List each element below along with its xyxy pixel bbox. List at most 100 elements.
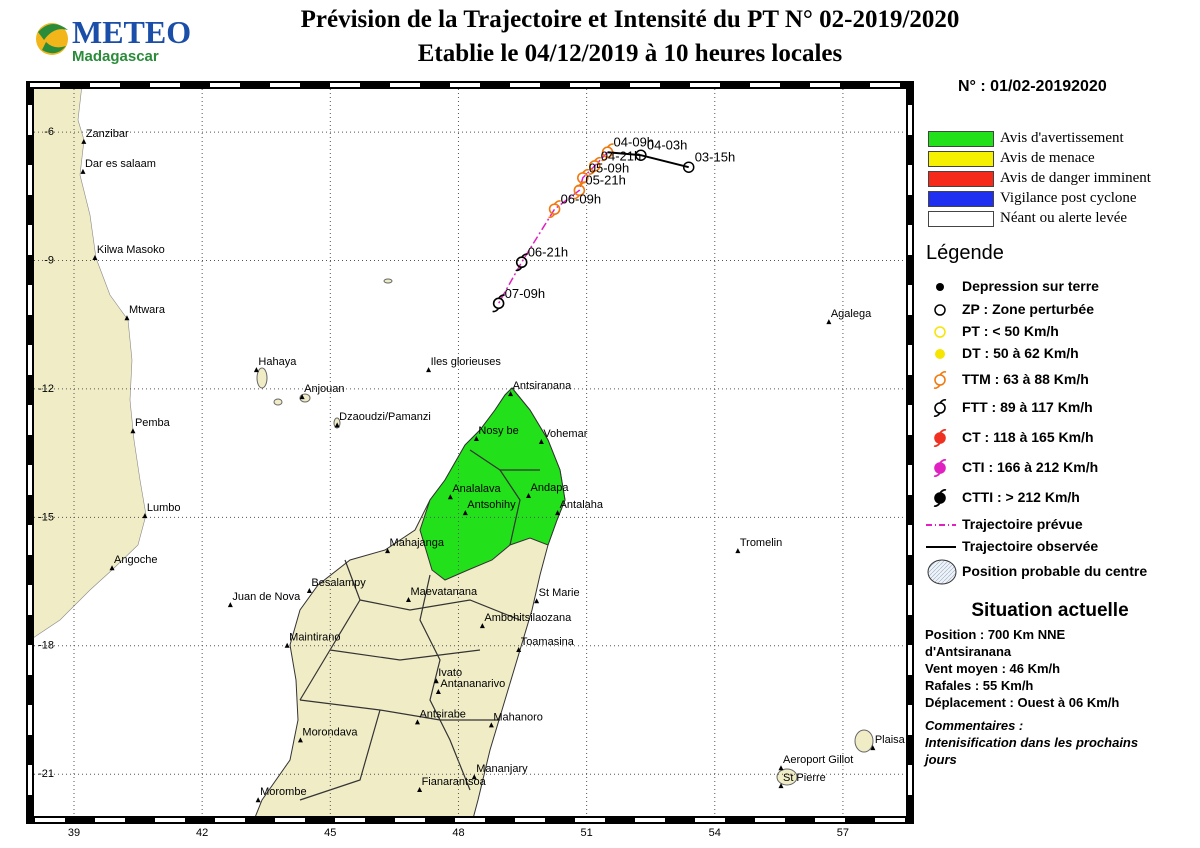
legend-label: Trajectoire prévue xyxy=(962,516,1083,532)
track-label: 05-09h xyxy=(589,160,629,175)
track-point xyxy=(588,156,601,175)
place-marker xyxy=(81,138,87,144)
place-marker xyxy=(534,598,540,604)
place-marker xyxy=(538,439,544,445)
legend-symbol xyxy=(934,326,946,338)
place-label: Pemba xyxy=(135,417,171,429)
place-marker xyxy=(92,254,98,260)
place-label: Morombe xyxy=(260,786,306,798)
situation-line: d'Antsiranana xyxy=(925,644,1012,659)
place-marker xyxy=(508,391,514,397)
warning-swatch xyxy=(928,191,994,207)
place-label: Angoche xyxy=(114,554,157,566)
y-tick-label: -9 xyxy=(44,254,54,266)
place-marker xyxy=(435,689,441,695)
legend-label: CTTI : > 212 Km/h xyxy=(962,489,1080,505)
track-point xyxy=(573,181,586,200)
place-label: Dar es salaam xyxy=(85,158,156,170)
y-tick-label: -18 xyxy=(38,640,54,652)
legend-label: ZP : Zone perturbée xyxy=(962,301,1094,317)
place-label: Morondava xyxy=(302,726,358,738)
place-label: Mahanoro xyxy=(493,711,543,723)
place-label: Antsirabe xyxy=(419,708,465,720)
legend-marker xyxy=(935,349,945,359)
place-label: Antsiranana xyxy=(513,380,573,392)
place-label: Aeroport Gillot xyxy=(783,754,853,766)
legend-label: CTI : 166 à 212 Km/h xyxy=(962,459,1099,475)
africa-coast xyxy=(30,85,147,641)
track-point xyxy=(635,149,647,161)
place-label: Tromelin xyxy=(740,537,782,549)
legend-marker xyxy=(934,326,946,338)
situation-title: Situation actuelle xyxy=(971,600,1129,621)
y-tick-label: -15 xyxy=(38,511,54,523)
warning-swatch xyxy=(928,211,994,227)
legend-symbol xyxy=(927,559,957,585)
track-label: 04-21h xyxy=(601,148,641,163)
legend-symbol xyxy=(926,546,956,548)
x-tick-label: 42 xyxy=(196,827,208,839)
region-borders xyxy=(299,449,540,801)
place-label: St Marie xyxy=(539,587,580,599)
y-tick-label: -12 xyxy=(38,383,54,395)
place-label: Iles glorieuses xyxy=(431,356,502,368)
place-label: Mananjary xyxy=(476,763,528,775)
track-point xyxy=(515,253,528,272)
x-tick-label: 39 xyxy=(68,827,80,839)
track-label: 07-09h xyxy=(505,286,545,301)
track-point xyxy=(601,143,614,162)
place-label: Agalega xyxy=(831,308,872,320)
place-marker xyxy=(306,587,312,593)
place-marker xyxy=(253,367,259,373)
legend-symbol xyxy=(933,459,947,477)
track-point xyxy=(548,200,561,219)
place-marker xyxy=(426,367,432,373)
place-label: Toamasina xyxy=(521,636,575,648)
place-marker xyxy=(778,783,784,789)
island xyxy=(383,278,393,284)
place-marker xyxy=(516,647,522,653)
legend-marker xyxy=(933,399,947,417)
place-label: Besalampy xyxy=(311,577,366,589)
legend-label: TTM : 63 à 88 Km/h xyxy=(962,371,1089,387)
legend-label: Position probable du centre xyxy=(962,563,1148,579)
legend-marker xyxy=(936,283,944,291)
legend-label: PT : < 50 Km/h xyxy=(962,323,1059,339)
warning-label: Néant ou alerte levée xyxy=(1000,210,1128,226)
legend-title: Légende xyxy=(926,242,1004,264)
x-tick-label: 51 xyxy=(580,827,592,839)
legend-label: CT : 118 à 165 Km/h xyxy=(962,429,1094,445)
legend-symbol xyxy=(933,399,947,417)
place-label: Andapa xyxy=(531,482,570,494)
situation-line: Déplacement : Ouest à 06 Km/h xyxy=(925,695,1120,710)
place-marker xyxy=(526,492,532,498)
legend-symbol xyxy=(926,524,956,526)
place-marker xyxy=(826,319,832,325)
legend-symbol xyxy=(936,283,944,291)
place-label: St Pierre xyxy=(783,772,826,784)
place-label: Fianarantsoa xyxy=(422,776,487,788)
island xyxy=(776,768,798,786)
place-label: Hahaya xyxy=(258,356,297,368)
comments-title: Commentaires : xyxy=(925,718,1024,733)
subtitle: Etablie le 04/12/2019 à 10 heures locale… xyxy=(417,40,843,67)
legend-label: FTT : 89 à 117 Km/h xyxy=(962,399,1093,415)
bulletin-number: N° : 01/02-20192020 xyxy=(958,78,1107,95)
place-label: Plaisa xyxy=(875,734,906,746)
track-label: 03-15h xyxy=(695,150,735,165)
map: Zanzibar Dar es salaam Kilwa Masoko Mtwara P… xyxy=(26,81,914,839)
track-label: 06-21h xyxy=(528,245,568,260)
warning-label: Avis de menace xyxy=(1000,150,1095,166)
place-marker xyxy=(297,737,303,743)
place-label: Mahajanga xyxy=(390,537,445,549)
track-point xyxy=(682,161,695,173)
place-marker xyxy=(462,510,468,516)
place-marker xyxy=(735,548,741,554)
place-label: Juan de Nova xyxy=(232,591,301,603)
place-marker xyxy=(555,510,561,516)
y-tick-label: -6 xyxy=(44,126,54,138)
place-marker xyxy=(778,765,784,771)
place-marker xyxy=(471,774,477,780)
island xyxy=(273,398,283,406)
place-marker xyxy=(284,642,290,648)
